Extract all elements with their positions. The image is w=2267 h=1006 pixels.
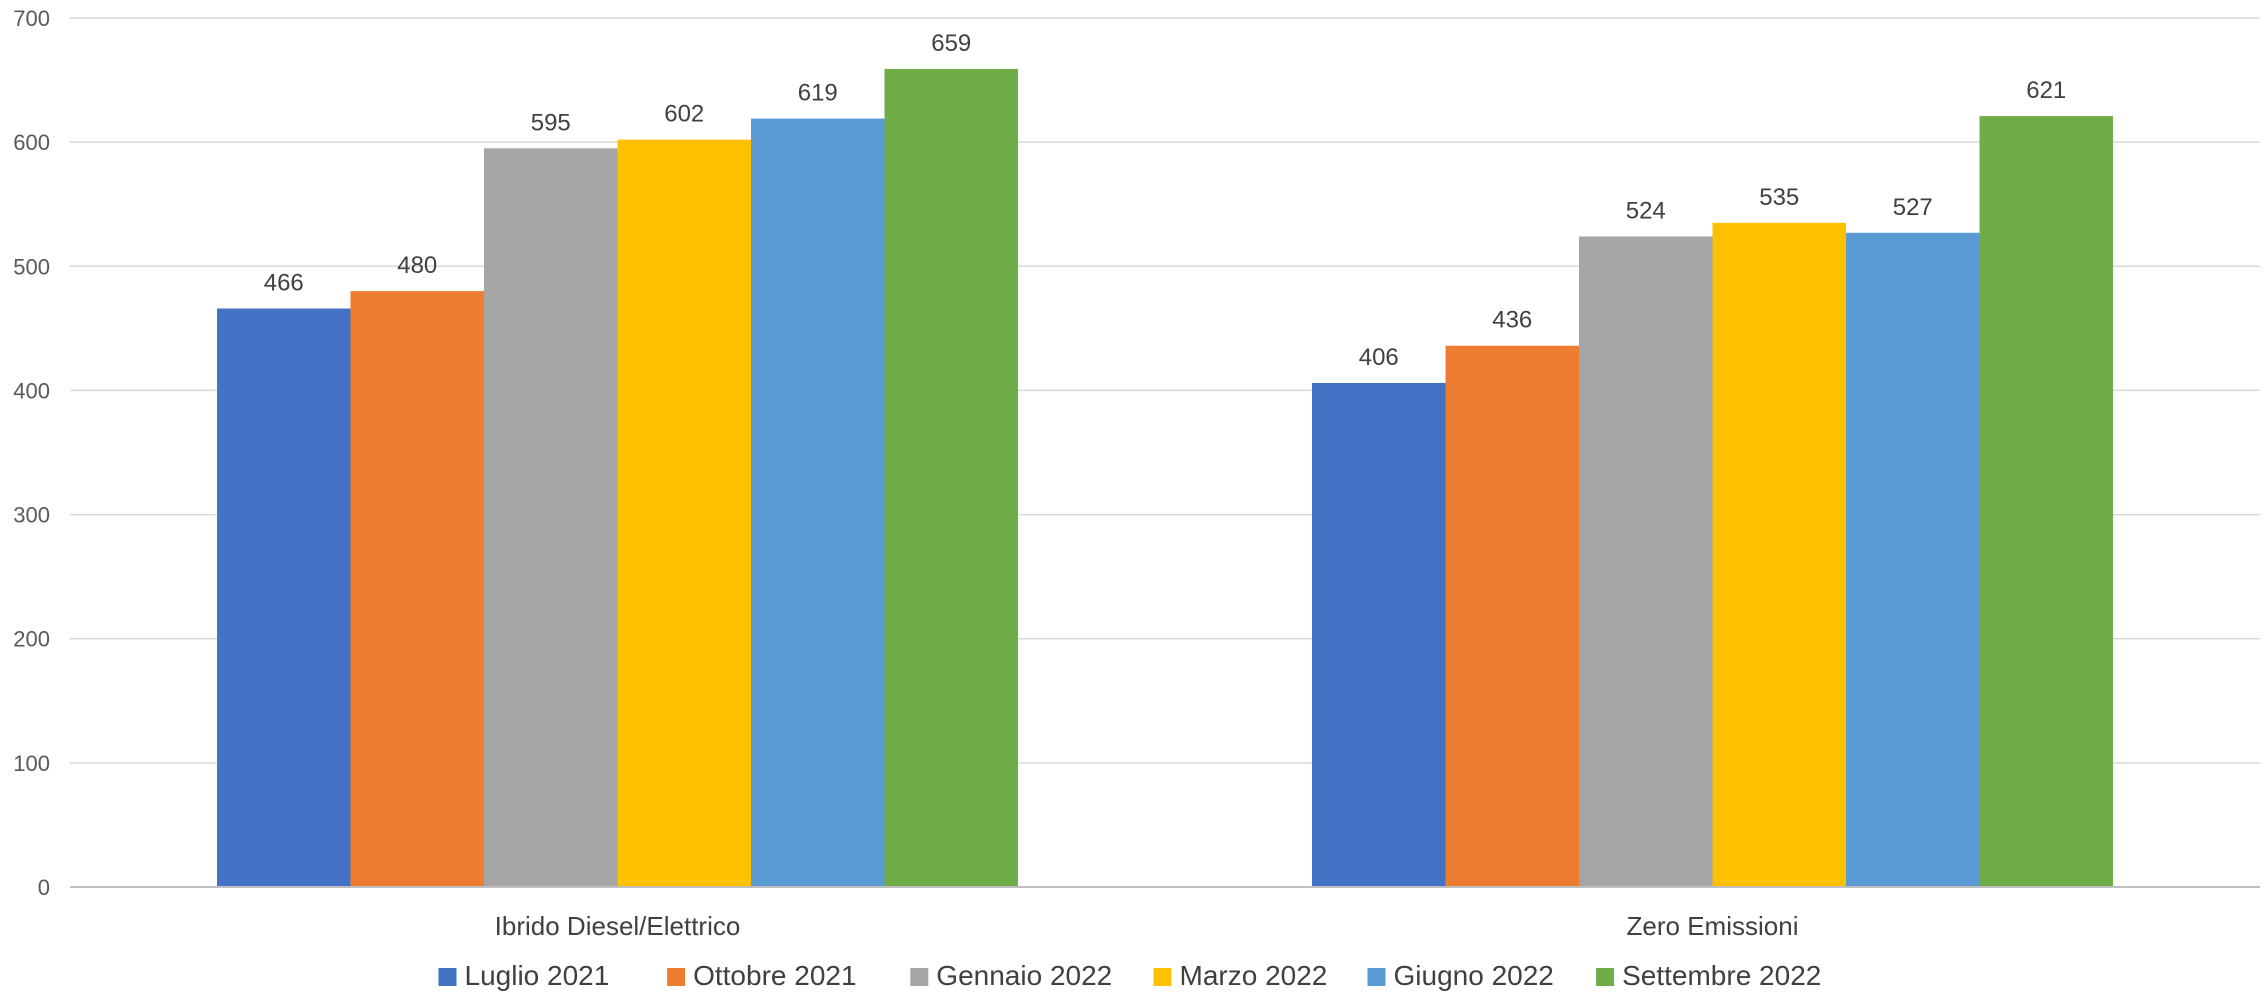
bar [884, 68, 1018, 888]
data-label: 480 [397, 252, 437, 279]
data-label: 524 [1626, 197, 1666, 224]
data-label: 535 [1759, 184, 1799, 211]
legend-label: Giugno 2022 [1394, 960, 1554, 991]
data-label: 466 [264, 269, 304, 296]
legend-label: Gennaio 2022 [936, 960, 1112, 991]
legend-label: Luglio 2021 [465, 960, 610, 991]
bar [350, 291, 484, 888]
y-tick-label: 200 [13, 627, 50, 652]
legend-swatch [1153, 968, 1172, 986]
data-label: 406 [1359, 344, 1399, 371]
legend-label: Ottobre 2021 [693, 960, 856, 991]
data-labels: 466 480 595 602 619 659 406 436 524 535 527 621 [264, 30, 2067, 371]
y-tick-label: 500 [13, 254, 50, 279]
data-label: 595 [531, 109, 571, 136]
data-label: 621 [2026, 77, 2066, 104]
legend-swatch [1596, 968, 1615, 986]
bars [217, 68, 2113, 888]
legend-label: Marzo 2022 [1180, 960, 1328, 991]
x-category-label: Zero Emissioni [1627, 911, 1799, 941]
y-tick-label: 600 [13, 130, 50, 155]
data-label: 436 [1492, 307, 1532, 334]
bar [1712, 222, 1846, 888]
data-label: 659 [931, 30, 971, 57]
data-label: 602 [664, 101, 704, 128]
y-tick-label: 400 [13, 378, 50, 403]
bar [751, 118, 885, 887]
y-tick-label: 0 [38, 875, 50, 900]
bar [1579, 236, 1713, 887]
data-label: 619 [798, 80, 838, 107]
bar [217, 308, 351, 888]
bar [617, 139, 751, 887]
legend: Luglio 2021 Ottobre 2021 Gennaio 2022 Marzo… [438, 960, 1821, 991]
bar [1445, 345, 1579, 887]
data-label: 527 [1893, 194, 1933, 221]
legend-swatch [910, 968, 929, 986]
bar [1312, 382, 1446, 887]
bar [1846, 232, 1980, 887]
bar [1979, 116, 2113, 887]
x-category-label: Ibrido Diesel/Elettrico [495, 911, 741, 941]
legend-label: Settembre 2022 [1622, 960, 1821, 991]
legend-swatch [438, 968, 457, 986]
y-tick-label: 700 [13, 6, 50, 31]
y-tick-label: 100 [13, 751, 50, 776]
y-tick-label: 300 [13, 503, 50, 528]
legend-swatch [667, 968, 686, 986]
axes: 0 100 200 300 400 500 600 700 Ibrido Diesel/Elet… [13, 6, 2260, 941]
legend-swatch [1367, 968, 1386, 986]
bar [484, 148, 618, 888]
